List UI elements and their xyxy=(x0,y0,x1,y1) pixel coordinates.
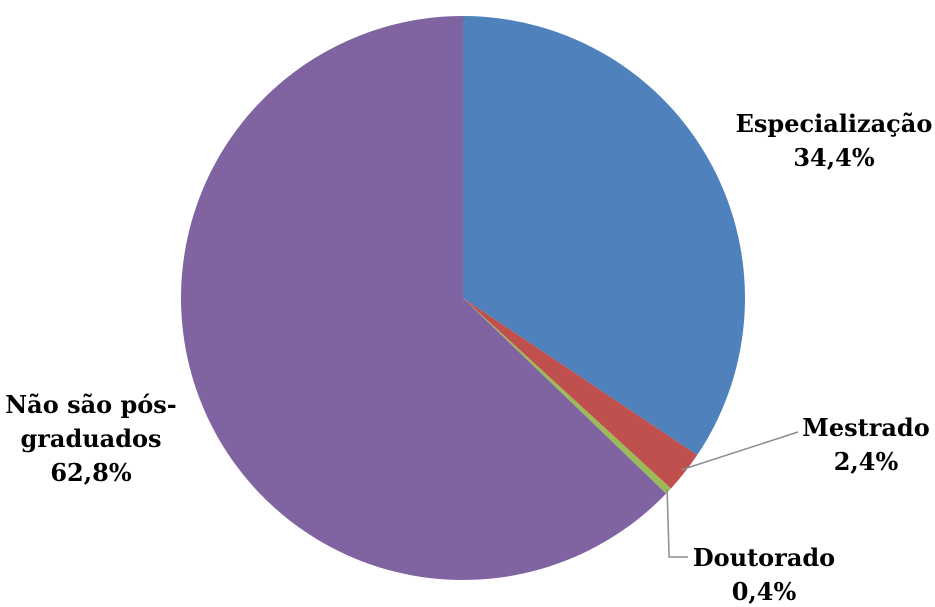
slice-especializacao xyxy=(463,16,745,456)
slice-doutorado xyxy=(463,298,671,494)
label-nao-pos-name-line2: graduados xyxy=(20,424,161,453)
slice-nao-sao-pos-graduados xyxy=(180,16,667,580)
value-doutorado: 0,4% xyxy=(732,577,797,606)
label-especializacao-name: Especialização xyxy=(736,109,933,138)
label-nao-pos-line1: Não são pós- xyxy=(5,390,177,419)
label-doutorado-name: Doutorado xyxy=(693,543,835,572)
leader-lines xyxy=(666,431,799,558)
label-especializacao: Especialização xyxy=(736,109,933,138)
label-doutorado-value: 0,4% xyxy=(732,577,797,606)
value-nao-pos: 62,8% xyxy=(50,458,131,487)
label-mestrado-value: 2,4% xyxy=(834,447,899,476)
label-especializacao-value: 34,4% xyxy=(793,143,874,172)
leader-line-mestrado xyxy=(681,431,799,471)
label-doutorado: Doutorado xyxy=(693,543,835,572)
label-nao-pos-value: 62,8% xyxy=(50,458,131,487)
label-mestrado-name: Mestrado xyxy=(802,413,929,442)
slice-mestrado xyxy=(463,298,698,489)
data-labels: Especialização 34,4% Mestrado 2,4% Douto… xyxy=(5,109,932,606)
value-mestrado: 2,4% xyxy=(834,447,899,476)
label-nao-pos-name-line1: Não são pós- xyxy=(5,390,177,419)
value-especializacao: 34,4% xyxy=(793,143,874,172)
label-mestrado: Mestrado xyxy=(802,413,929,442)
leader-line-doutorado xyxy=(666,489,688,558)
label-nao-pos-line2: graduados xyxy=(20,424,161,453)
pie-slices xyxy=(180,16,745,580)
